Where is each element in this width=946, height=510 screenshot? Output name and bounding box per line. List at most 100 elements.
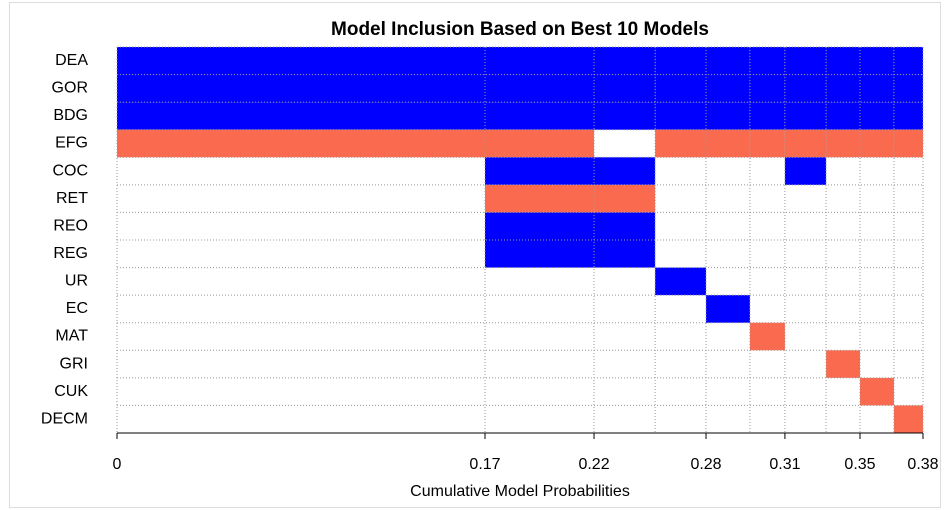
cell (826, 129, 861, 158)
cell (785, 405, 826, 433)
cell (706, 378, 750, 406)
cell (826, 47, 861, 75)
cell (826, 212, 860, 240)
cell (826, 240, 860, 268)
cell (785, 350, 826, 378)
cell (594, 102, 656, 130)
row-label: DEA (55, 52, 88, 69)
x-tick-label: 0.31 (769, 456, 800, 473)
cell (485, 268, 594, 296)
cell (485, 157, 595, 185)
cell (860, 377, 894, 406)
cell (749, 322, 785, 351)
cell (706, 129, 750, 158)
cell (655, 102, 707, 130)
cell (706, 47, 750, 75)
chart-title: Model Inclusion Based on Best 10 Models (331, 19, 709, 40)
cell (826, 74, 861, 103)
cell (894, 295, 923, 323)
cell (485, 74, 595, 103)
cell (893, 74, 923, 103)
x-tick-label: 0.28 (690, 456, 721, 473)
x-tick-label: 0.17 (469, 456, 500, 473)
cell (485, 212, 595, 240)
cell (117, 405, 485, 433)
cell (117, 323, 485, 351)
cell (706, 240, 750, 268)
cell (860, 405, 894, 433)
cell (785, 295, 826, 323)
cell (749, 102, 785, 130)
cell (706, 185, 750, 213)
cell (894, 157, 923, 185)
cell (860, 47, 894, 75)
cell (485, 129, 595, 158)
cell (860, 185, 894, 213)
cell (485, 350, 594, 378)
cell (117, 240, 485, 268)
row-label: RET (56, 190, 88, 207)
cell (860, 129, 894, 158)
x-tick-label: 0.22 (578, 456, 609, 473)
cell (655, 185, 706, 213)
cell (894, 212, 923, 240)
cell (750, 212, 785, 240)
cell (860, 157, 894, 185)
cell (655, 350, 706, 378)
cell (785, 323, 826, 351)
cell (860, 102, 894, 130)
cell (893, 129, 923, 158)
cell (594, 378, 655, 406)
cell (784, 129, 827, 158)
row-label: REO (53, 217, 88, 234)
row-label: COC (52, 162, 88, 179)
cell (750, 185, 785, 213)
cell (485, 102, 595, 130)
cell (706, 268, 750, 296)
cell (706, 157, 750, 185)
cell (485, 405, 594, 433)
cell (594, 268, 655, 296)
cell (655, 405, 706, 433)
cell (594, 157, 656, 185)
cell (655, 240, 706, 268)
cell (784, 157, 827, 185)
cell (894, 240, 923, 268)
cell (117, 268, 485, 296)
row-label: BDG (53, 107, 88, 124)
cell (706, 74, 750, 103)
cell (826, 405, 860, 433)
cell (826, 295, 860, 323)
cell (860, 268, 894, 296)
frame (9, 2, 941, 508)
cell (655, 212, 706, 240)
row-label: MAT (55, 328, 88, 345)
cell (655, 323, 706, 351)
row-label: CUK (54, 383, 88, 400)
cell (749, 47, 785, 75)
cell (826, 378, 860, 406)
cell (826, 350, 861, 378)
cell (706, 405, 750, 433)
cell (485, 240, 595, 268)
cell (750, 405, 785, 433)
x-tick-label: 0 (113, 456, 122, 473)
cell (893, 405, 923, 433)
cell (894, 323, 923, 351)
cell (785, 268, 826, 296)
cell (894, 350, 923, 378)
cell (784, 102, 827, 130)
cell (750, 350, 785, 378)
cell (117, 185, 485, 213)
x-axis-label: Cumulative Model Probabilities (410, 483, 630, 500)
cell (117, 350, 485, 378)
cell (117, 47, 486, 75)
cell (826, 268, 860, 296)
cell (894, 185, 923, 213)
row-label: UR (65, 273, 88, 290)
cell (117, 74, 486, 103)
cell (893, 47, 923, 75)
cell (894, 378, 923, 406)
cell (594, 130, 655, 158)
